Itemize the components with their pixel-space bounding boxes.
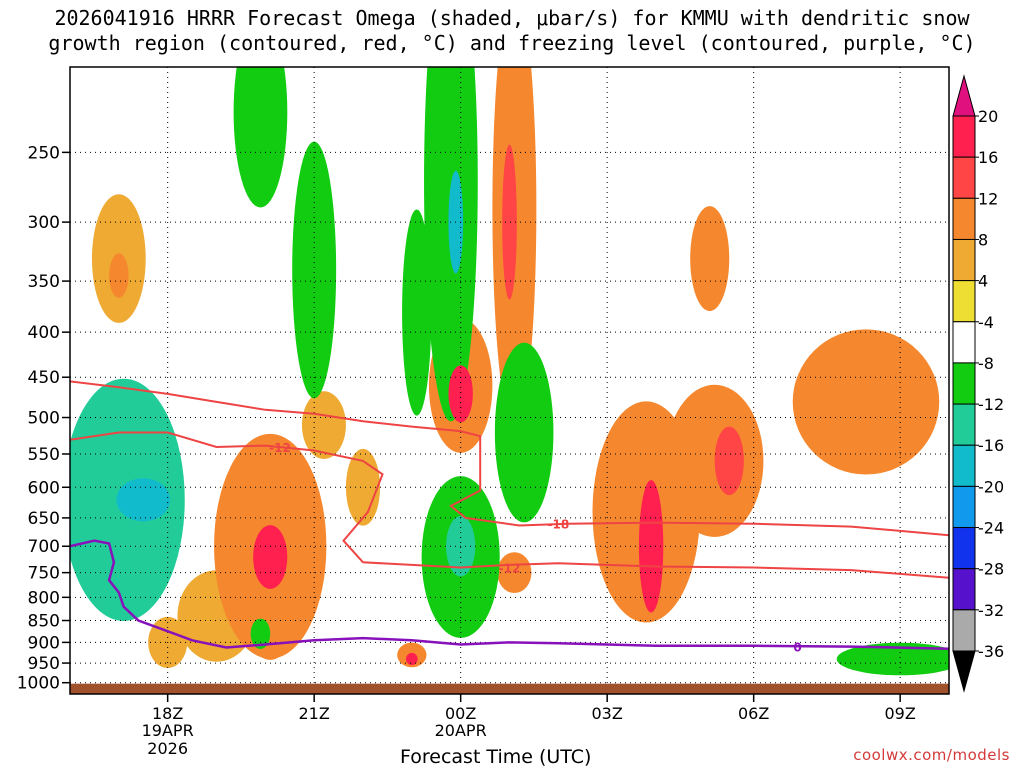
dendritic-isotherm-contour <box>70 431 949 579</box>
y-tick-label: 300 <box>28 213 60 233</box>
omega-cell <box>494 342 554 523</box>
contour-label: -12 <box>499 562 521 576</box>
omega-cell <box>878 651 923 667</box>
colorbar-bin <box>952 444 976 487</box>
colorbar-bin <box>952 527 976 570</box>
colorbar-bin <box>952 115 976 158</box>
omega-cell <box>638 480 664 613</box>
colorbar-label: -16 <box>978 436 1004 455</box>
y-tick-label: 500 <box>28 409 60 429</box>
colorbar-label: 12 <box>978 189 998 208</box>
omega-cell <box>402 209 432 416</box>
colorbar-label: -32 <box>978 601 1004 620</box>
contour-label: 0 <box>793 641 801 655</box>
omega-cell <box>690 206 730 312</box>
omega-cell <box>714 426 744 496</box>
y-tick-label: 450 <box>28 368 60 388</box>
x-tick-label: 03Z <box>592 704 623 723</box>
contour-label: -18 <box>547 518 569 532</box>
omega-shading <box>70 67 949 676</box>
omega-cell <box>345 448 381 526</box>
x-tick-label: 21Z <box>299 704 330 723</box>
ground-surface <box>70 683 949 694</box>
y-tick-label: 700 <box>28 537 60 557</box>
colorbar-label: 16 <box>978 148 998 167</box>
colorbar-top-arrow <box>952 74 976 117</box>
colorbar-bin <box>952 403 976 446</box>
y-axis: 2503003504004505005506006507007508008509… <box>17 143 70 694</box>
omega-cell <box>292 141 337 399</box>
x-tick-label: 09Z <box>885 704 916 723</box>
colorbar-label: -24 <box>978 519 1004 538</box>
colorbar-bottom-arrow <box>952 650 976 693</box>
colorbar-label: -20 <box>978 477 1004 496</box>
title-line-2: growth region (contoured, red, °C) and f… <box>48 31 976 55</box>
y-tick-label: 350 <box>28 272 60 292</box>
site-credit: coolwx.com/models <box>853 746 1010 764</box>
contour-lines: -12 -18 -12 0 <box>70 380 949 655</box>
colorbar-bin <box>952 485 976 529</box>
colorbar-label: -28 <box>978 560 1004 579</box>
y-tick-label: 950 <box>28 654 60 674</box>
x-tick-date: 19APR <box>142 721 194 740</box>
colorbar-bin <box>952 568 976 611</box>
colorbar-label: -36 <box>978 642 1004 661</box>
colorbar-label: -12 <box>978 395 1004 414</box>
omega-cell <box>350 640 376 662</box>
omega-cell <box>497 552 532 594</box>
colorbar-bin <box>952 156 976 199</box>
y-tick-label: 550 <box>28 445 60 465</box>
omega-cell <box>233 67 288 208</box>
omega-cell <box>250 618 271 650</box>
omega-cell <box>448 365 473 423</box>
x-tick-label: 06Z <box>738 704 769 723</box>
y-tick-label: 850 <box>28 612 60 632</box>
title-line-1: 2026041916 HRRR Forecast Omega (shaded, … <box>54 6 970 30</box>
colorbar-bin <box>952 321 976 364</box>
omega-cell <box>502 144 517 300</box>
colorbar-label: 4 <box>978 272 988 291</box>
colorbar-bin <box>952 197 976 240</box>
omega-cell <box>792 329 940 475</box>
y-tick-label: 250 <box>28 143 60 163</box>
contour-label: -12 <box>269 441 291 455</box>
colorbar-label: 8 <box>978 230 988 249</box>
x-tick-date: 20APR <box>435 721 487 740</box>
y-tick-label: 650 <box>28 509 60 529</box>
plot-frame <box>69 66 950 695</box>
y-tick-label: 800 <box>28 588 60 608</box>
chart-title: 2026041916 HRRR Forecast Omega (shaded, … <box>0 6 1024 56</box>
colorbar-label: -4 <box>978 313 994 332</box>
freezing-level-contour <box>70 539 949 650</box>
x-tick-year: 2026 <box>147 739 188 758</box>
x-tick-label: 00Z <box>445 704 476 723</box>
omega-cell <box>109 253 129 298</box>
x-tick-label: 18Z <box>152 704 183 723</box>
colorbar-bin <box>952 609 976 652</box>
x-axis-title: Forecast Time (UTC) <box>400 746 592 768</box>
omega-cell <box>405 652 418 666</box>
colorbar-label: 20 <box>978 107 998 126</box>
omega-cell <box>253 525 288 589</box>
colorbar-bin <box>952 238 976 282</box>
y-tick-label: 750 <box>28 564 60 584</box>
colorbar-bin <box>952 280 976 323</box>
colorbar-bin <box>952 362 976 405</box>
y-tick-label: 900 <box>28 633 60 653</box>
colorbar: 20 16 12 8 4 -4 -8 -12 -16 -20 -24 -28 -32 -36 <box>952 74 1004 693</box>
y-tick-label: 600 <box>28 478 60 498</box>
dendritic-isotherm-contour <box>70 380 949 537</box>
omega-cell <box>116 478 171 522</box>
y-tick-label: 400 <box>28 323 60 343</box>
colorbar-label: -8 <box>978 354 994 373</box>
y-tick-label: 1000 <box>17 674 60 694</box>
omega-cell <box>301 391 346 459</box>
